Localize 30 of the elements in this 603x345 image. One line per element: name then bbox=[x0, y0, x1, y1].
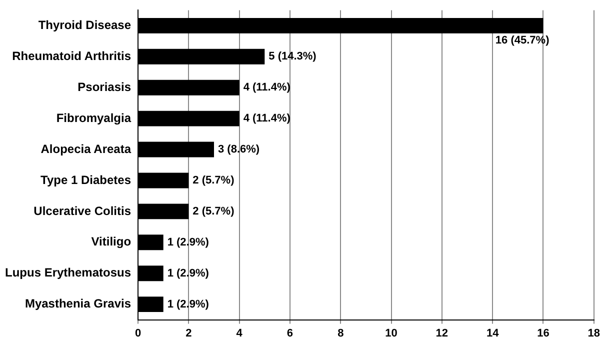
data-label: 16 (45.7%) bbox=[495, 34, 550, 46]
x-tick-label: 18 bbox=[588, 327, 600, 340]
data-label: 4 (11.4%) bbox=[243, 112, 291, 125]
x-tick-label: 14 bbox=[486, 327, 500, 340]
x-tick-label: 10 bbox=[385, 327, 398, 340]
y-tick-label: Thyroid Disease bbox=[38, 18, 132, 32]
data-label: 1 (2.9%) bbox=[167, 236, 210, 248]
y-tick-label: Lupus Erythematosus bbox=[4, 266, 132, 280]
data-label: 2 (5.7%) bbox=[192, 174, 235, 187]
x-tick-label: 6 bbox=[286, 327, 294, 340]
y-tick-label: Vitiligo bbox=[91, 234, 132, 249]
y-tick-label: Alopecia Areata bbox=[40, 142, 132, 156]
x-tick-label: 12 bbox=[436, 327, 448, 340]
y-tick-label: Myasthenia Gravis bbox=[24, 296, 132, 311]
x-tick-label: 8 bbox=[338, 327, 344, 340]
data-label: 5 (14.3%) bbox=[268, 50, 317, 63]
data-label: 4 (11.4%) bbox=[243, 82, 291, 94]
y-tick-label: Ulcerative Colitis bbox=[34, 204, 132, 218]
x-tick-label: 16 bbox=[537, 327, 550, 340]
data-label: 3 (8.6%) bbox=[218, 144, 260, 156]
x-tick-label: 2 bbox=[186, 327, 192, 340]
data-label: 1 (2.9%) bbox=[167, 267, 210, 280]
y-tick-label: Psoriasis bbox=[78, 80, 132, 94]
data-label: 1 (2.9%) bbox=[167, 298, 210, 310]
y-tick-label: Type 1 Diabetes bbox=[40, 172, 132, 187]
data-label: 2 (5.7%) bbox=[192, 205, 235, 218]
x-tick-label: 0 bbox=[134, 327, 142, 340]
y-tick-label: Fibromyalgia bbox=[56, 110, 132, 125]
y-tick-label: Rheumatoid Arthritis bbox=[12, 48, 132, 63]
x-tick-label: 4 bbox=[236, 327, 244, 340]
